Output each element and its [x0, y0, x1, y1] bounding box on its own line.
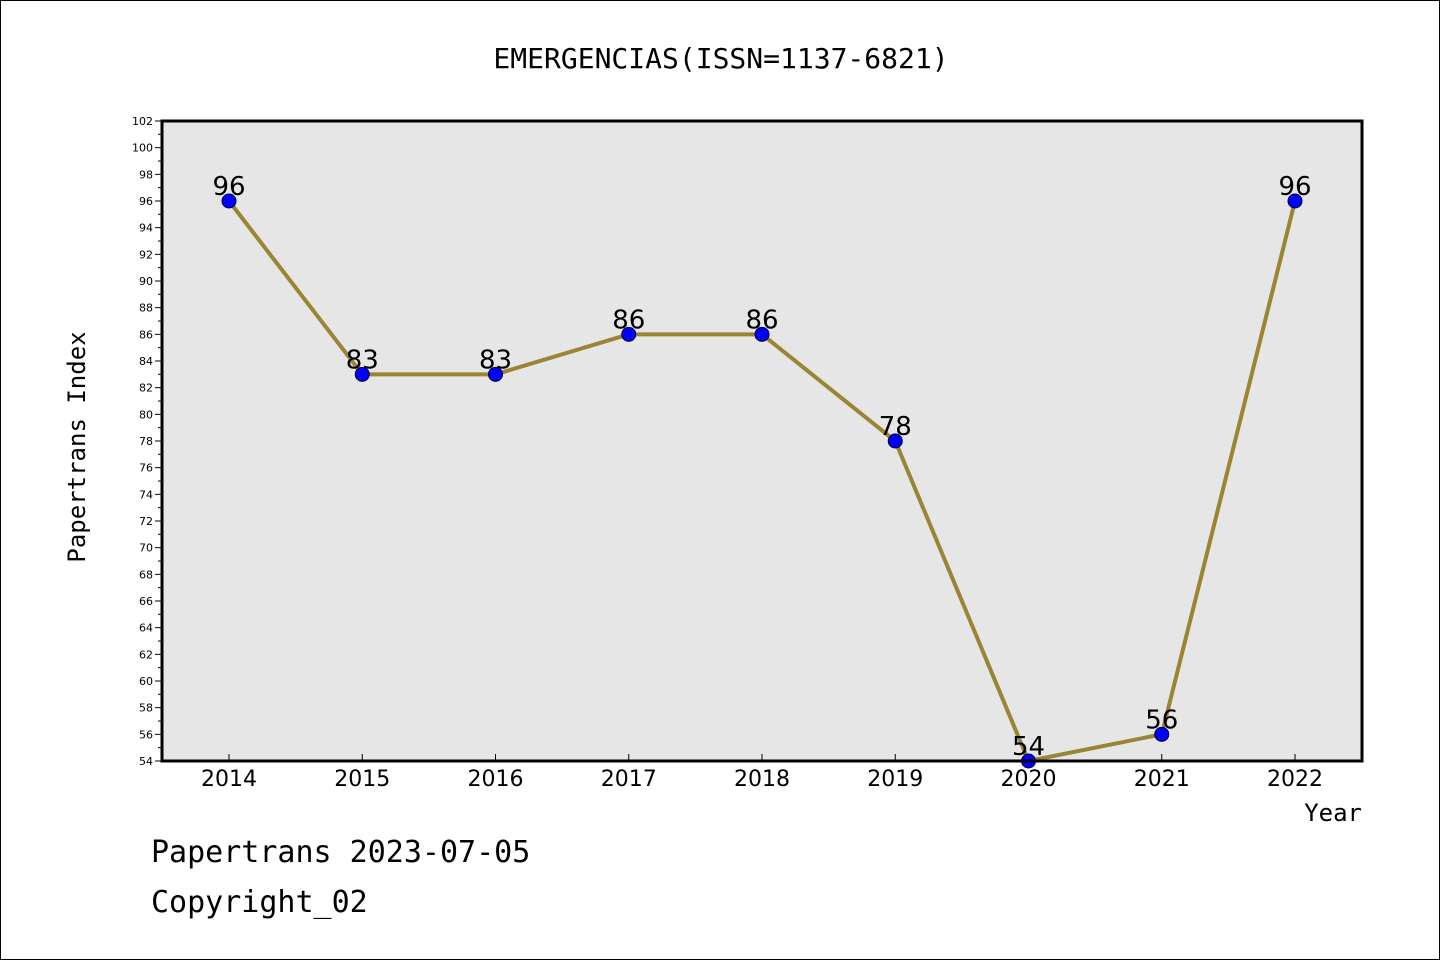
y-tick-label: 66: [139, 595, 153, 608]
y-axis-ticks: 54 56 58 60 62 64 66 68 70 72 74 76 78 80 82 84 86 88 90 92…: [132, 115, 162, 768]
y-tick-label: 80: [139, 408, 153, 421]
y-tick-label: 86: [139, 328, 153, 341]
y-tick-label: 78: [139, 435, 153, 448]
data-point-marker: [488, 366, 503, 382]
y-tick-label: 76: [139, 462, 153, 475]
y-tick-label: 62: [139, 648, 153, 661]
y-tick-label: 102: [132, 115, 153, 128]
data-point-label: 96: [1278, 172, 1311, 202]
x-tick-label: 2020: [1001, 767, 1057, 792]
x-tick-label: 2014: [201, 767, 257, 792]
x-tick-label: 2017: [601, 767, 657, 792]
y-tick-label: 74: [139, 488, 153, 501]
data-point-label: 96: [212, 172, 245, 202]
x-tick-label: 2019: [867, 767, 923, 792]
x-axis-ticks: 2014 2015 2016 2017 2018 2019 2020 2021 2022: [201, 754, 1323, 792]
x-tick-label: 2015: [334, 767, 390, 792]
y-tick-label: 54: [139, 755, 153, 768]
chart-title: EMERGENCIAS(ISSN=1137-6821): [493, 42, 948, 75]
y-tick-label: 72: [139, 515, 153, 528]
data-point-marker: [1154, 726, 1170, 742]
y-tick-label: 92: [139, 248, 153, 261]
plot-border: [160, 119, 1364, 763]
y-tick-label: 58: [139, 702, 153, 715]
y-tick-label: 100: [132, 142, 153, 155]
footer-copyright-text: Copyright_02: [151, 885, 368, 920]
x-tick-label: 2022: [1267, 767, 1323, 792]
y-tick-label: 60: [139, 675, 153, 688]
y-tick-label: 70: [139, 542, 153, 555]
y-tick-label: 82: [139, 382, 153, 395]
data-point-marker: [354, 366, 370, 382]
y-tick-label: 84: [139, 355, 153, 368]
y-tick-label: 90: [139, 275, 153, 288]
y-tick-label: 64: [139, 622, 153, 635]
data-point-label: 86: [745, 305, 778, 335]
y-tick-label: 56: [139, 728, 153, 741]
y-tick-label: 88: [139, 302, 153, 315]
data-point-label: 83: [479, 345, 512, 375]
data-point-marker: [621, 326, 637, 342]
data-point-marker: [754, 326, 770, 342]
data-point-label: 54: [1012, 732, 1045, 762]
footer-date-text: Papertrans 2023-07-05: [151, 835, 531, 870]
data-point-label: 83: [346, 345, 379, 375]
y-axis-label: Papertrans Index: [63, 331, 91, 562]
data-point-marker: [887, 433, 903, 449]
y-tick-label: 98: [139, 168, 153, 181]
y-tick-label: 68: [139, 568, 153, 581]
series-layer: 96 83 83 86 86 78 54 56 96: [212, 172, 1312, 769]
x-tick-label: 2016: [468, 767, 524, 792]
y-tick-label: 94: [139, 222, 153, 235]
x-tick-label: 2018: [734, 767, 790, 792]
data-point-marker: [221, 193, 237, 209]
data-point-label: 78: [879, 412, 912, 442]
y-tick-label: 96: [139, 195, 153, 208]
data-point-label: 56: [1145, 705, 1178, 735]
x-axis-label: Year: [1304, 799, 1362, 827]
x-tick-label: 2021: [1134, 767, 1190, 792]
plot-area: [162, 121, 1362, 761]
data-point-label: 86: [612, 305, 645, 335]
data-point-marker: [1287, 193, 1303, 209]
